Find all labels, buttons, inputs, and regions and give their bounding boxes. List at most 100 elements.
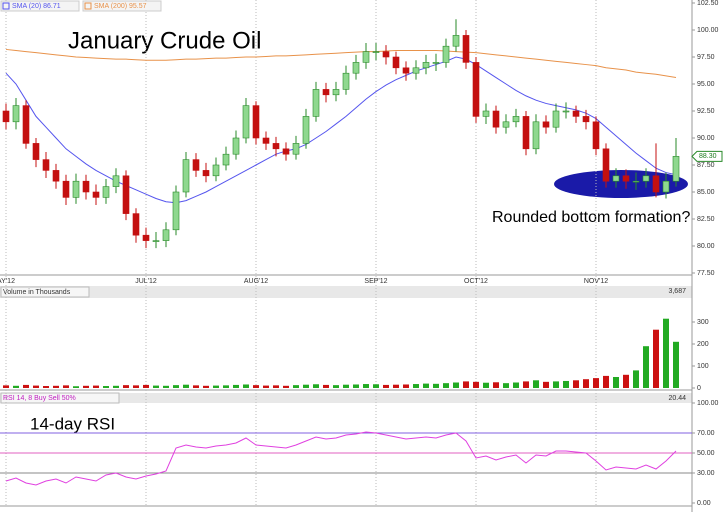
panel-tab (0, 286, 90, 298)
volume-bar (593, 378, 599, 388)
y-tick-label: 30.00 (697, 470, 715, 477)
volume-bar (503, 383, 509, 388)
volume-bar (613, 377, 619, 388)
volume-bar (633, 370, 639, 388)
last-price-pointer (691, 150, 723, 162)
volume-bar (303, 384, 309, 388)
volume-bar (403, 384, 409, 388)
candle-body (342, 72, 350, 90)
volume-bar (233, 384, 239, 388)
candle-body (2, 110, 10, 123)
volume-bar (263, 385, 269, 388)
y-tick-label: 50.00 (697, 450, 715, 457)
candle-body (672, 156, 680, 182)
volume-bar (453, 382, 459, 388)
candle-body (362, 51, 370, 63)
candle-body (512, 116, 520, 123)
volume-bar (273, 385, 279, 388)
candle-body (232, 137, 240, 155)
volume-bar (153, 385, 159, 388)
volume-bar (63, 385, 69, 388)
y-tick-label: 0.00 (697, 500, 711, 507)
volume-bar (523, 381, 529, 388)
x-tick-label: JUL'12 (135, 278, 157, 285)
volume-bar (293, 385, 299, 388)
volume-bar (393, 384, 399, 388)
volume-bar (173, 385, 179, 388)
y-tick-label: 87.50 (697, 162, 715, 169)
candle-body (162, 229, 170, 241)
y-tick-label: 90.00 (697, 135, 715, 142)
x-tick-label: AY'12 (0, 278, 15, 285)
volume-bar (283, 385, 289, 388)
volume-bar (513, 382, 519, 388)
volume-bar (443, 383, 449, 388)
volume-bar (673, 341, 679, 388)
volume-bar (473, 381, 479, 388)
volume-bar (553, 381, 559, 388)
candle-body (322, 89, 330, 96)
volume-bar (93, 385, 99, 388)
candle-body (242, 105, 250, 139)
rsi-label: RSI 14, 8 Buy Sell 50% (3, 395, 76, 402)
legend-label: SMA (200) 95.57 (94, 3, 147, 10)
volume-bar (643, 346, 649, 388)
volume-bar (123, 385, 129, 388)
candle-body (622, 175, 630, 182)
x-tick-label: SEP'12 (364, 278, 387, 285)
legend-box (0, 0, 80, 12)
volume-bar (13, 385, 19, 388)
volume-bar (343, 384, 349, 388)
candle-body (202, 170, 210, 177)
candle-body (292, 143, 300, 155)
candle-body (612, 175, 620, 182)
candle-body (352, 62, 360, 74)
volume-bar (463, 381, 469, 388)
candle-body (72, 180, 80, 198)
volume-bar (323, 384, 329, 388)
candle-body (92, 191, 100, 198)
volume-bar (663, 318, 669, 388)
candle-body (392, 56, 400, 69)
panel-header (0, 393, 692, 403)
candle-body (12, 105, 20, 123)
volume-bar (333, 385, 339, 388)
panel-header (0, 286, 692, 298)
candle-body (252, 105, 260, 139)
rsi-annotation: 14-day RSI (30, 414, 115, 433)
candle-body (492, 110, 500, 128)
candle-body (372, 51, 380, 53)
volume-bar (573, 380, 579, 388)
candle-body (332, 89, 340, 96)
legend-swatch (84, 2, 92, 10)
x-tick-label: AUG'12 (244, 278, 268, 285)
candle-body (22, 105, 30, 144)
candle-body (582, 116, 590, 123)
candle-body (122, 175, 130, 214)
volume-bar (73, 386, 79, 388)
volume-bar (383, 384, 389, 388)
volume-bar (223, 385, 229, 388)
candle-body (452, 35, 460, 47)
candle-body (382, 51, 390, 58)
volume-bar (483, 382, 489, 388)
volume-bar (183, 384, 189, 388)
volume-bar (203, 385, 209, 388)
volume-bar (83, 385, 89, 388)
y-tick-label: 77.50 (697, 270, 715, 277)
candle-body (532, 121, 540, 150)
candle-body (112, 175, 120, 187)
legend-box (82, 0, 162, 12)
volume-bar (373, 384, 379, 388)
candle-body (102, 186, 110, 198)
volume-bar (113, 385, 119, 388)
y-tick-label: 100.00 (697, 27, 719, 34)
volume-bar (133, 385, 139, 388)
volume-bar (193, 385, 199, 388)
chart-title: January Crude Oil (68, 27, 261, 54)
candle-body (642, 175, 650, 182)
candle-body (402, 67, 410, 74)
y-tick-label: 97.50 (697, 54, 715, 61)
volume-bar (603, 375, 609, 388)
